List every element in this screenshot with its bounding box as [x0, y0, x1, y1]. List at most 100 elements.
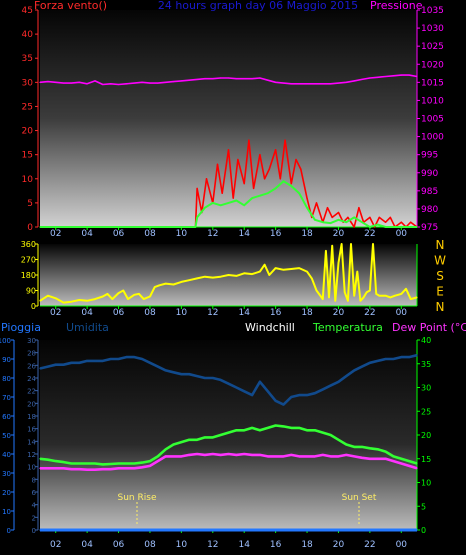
y-tick-label: 25 [22, 102, 33, 112]
series-pressure-point [102, 83, 104, 86]
x-tick-label: 10 [176, 540, 188, 550]
x-tick-label: 14 [238, 229, 250, 239]
series-dewpoint-point [322, 454, 324, 456]
series-direction-point [384, 295, 387, 297]
series-dewpoint-point [298, 455, 300, 457]
series-wind_avg-point [204, 207, 206, 209]
series-humidity-point [330, 385, 332, 387]
series-dewpoint-point [227, 453, 230, 455]
series-humidity-point [125, 356, 127, 358]
y-tick-label: 30 [22, 78, 34, 88]
series-pressure-point [204, 78, 206, 80]
series-dewpoint-point [282, 455, 285, 457]
series-wind_speed-point [384, 221, 387, 223]
series-direction-point [394, 295, 396, 297]
y-tick-label: 16 [27, 426, 36, 434]
series-pressure-point [39, 81, 41, 83]
x-tick-label: 02 [50, 308, 61, 318]
x-tick-label: 16 [270, 229, 282, 239]
y-tick-label: 180 [21, 271, 36, 280]
series-dewpoint-point [259, 454, 261, 456]
series-direction-point [359, 300, 362, 302]
series-humidity-point [227, 383, 230, 385]
series-temperature-point [345, 443, 347, 446]
series-rain-point [39, 529, 41, 531]
series-direction-point [196, 277, 198, 280]
series-humidity-point [86, 360, 88, 362]
y-tick-label: 1025 [421, 42, 444, 52]
series-temperature-point [290, 427, 292, 429]
series-temperature-point [235, 429, 237, 431]
series-temperature-point [282, 425, 285, 428]
series-humidity-point [220, 379, 222, 381]
series-wind_avg-point [306, 207, 308, 209]
series-wind_avg-point [314, 219, 316, 221]
x-tick-label: 02 [50, 540, 61, 550]
legend-pioggia: Pioggia [1, 321, 41, 334]
series-wind_avg-point [220, 204, 222, 206]
series-temperature-point [110, 463, 112, 465]
series-dewpoint-point [102, 468, 104, 470]
series-wind_speed-point [353, 226, 355, 228]
series-wind_speed-point [216, 163, 219, 165]
series-pressure-point [180, 80, 182, 82]
series-pressure-point [384, 75, 387, 78]
series-pressure-point [408, 74, 410, 76]
y-tick-label: 14 [27, 438, 36, 446]
y-tick-label: 60 [2, 413, 11, 421]
series-direction-point [334, 300, 336, 302]
y-tick-label: 50 [2, 432, 11, 440]
series-direction-point [306, 270, 308, 273]
y-tick-label: 40 [22, 30, 34, 40]
y-tick-label: 80 [2, 375, 11, 383]
series-humidity-point [251, 394, 253, 396]
series-dewpoint-point [39, 467, 41, 469]
series-direction-point [111, 298, 113, 300]
x-tick-label: 08 [144, 308, 156, 318]
series-wind_speed-point [306, 197, 308, 199]
series-humidity-point [275, 400, 277, 402]
series-wind_avg-point [282, 180, 285, 182]
series-wind_avg-point [322, 221, 324, 223]
series-pressure-point [345, 81, 347, 83]
y-tick-label: 30 [2, 470, 11, 478]
y-tick-label: 40 [421, 336, 431, 345]
series-wind_avg-point [55, 226, 57, 228]
series-dewpoint-point [141, 466, 143, 468]
series-temperature-point [125, 462, 127, 465]
series-humidity-point [39, 367, 41, 370]
x-tick-label: 08 [144, 229, 156, 239]
y-tick-label: 980 [421, 205, 438, 215]
series-temperature-point [330, 434, 332, 436]
series-dewpoint-point [251, 454, 253, 456]
x-tick-label: 00 [396, 308, 408, 318]
y-tick-label: 995 [421, 151, 438, 161]
series-direction-point [220, 276, 222, 278]
compass-letter: E [436, 285, 444, 299]
series-humidity-point [110, 358, 112, 360]
y-tick-label: 24 [27, 375, 36, 383]
series-dewpoint-point [400, 462, 402, 465]
series-humidity-point [78, 362, 80, 364]
series-direction-point [275, 267, 277, 269]
series-humidity-point [180, 373, 182, 375]
series-direction-point [188, 279, 190, 281]
series-temperature-point [196, 439, 198, 441]
y-tick-label: 10 [22, 175, 34, 185]
series-direction-point [311, 277, 313, 280]
series-temperature-point [47, 459, 49, 461]
series-direction-point [268, 274, 270, 276]
series-wind_avg-point [39, 226, 41, 228]
series-wind_avg-point [384, 226, 387, 228]
series-humidity-point [408, 356, 410, 358]
series-humidity-point [400, 356, 402, 358]
series-humidity-point [337, 381, 340, 383]
legend-umidita: Umidita [66, 321, 109, 334]
series-direction-point [212, 276, 214, 279]
series-pressure-point [94, 80, 96, 82]
x-tick-label: 14 [238, 540, 250, 550]
series-temperature-point [117, 462, 120, 465]
series-wind_speed-point [315, 202, 318, 204]
y-tick-label: 1000 [421, 133, 444, 143]
